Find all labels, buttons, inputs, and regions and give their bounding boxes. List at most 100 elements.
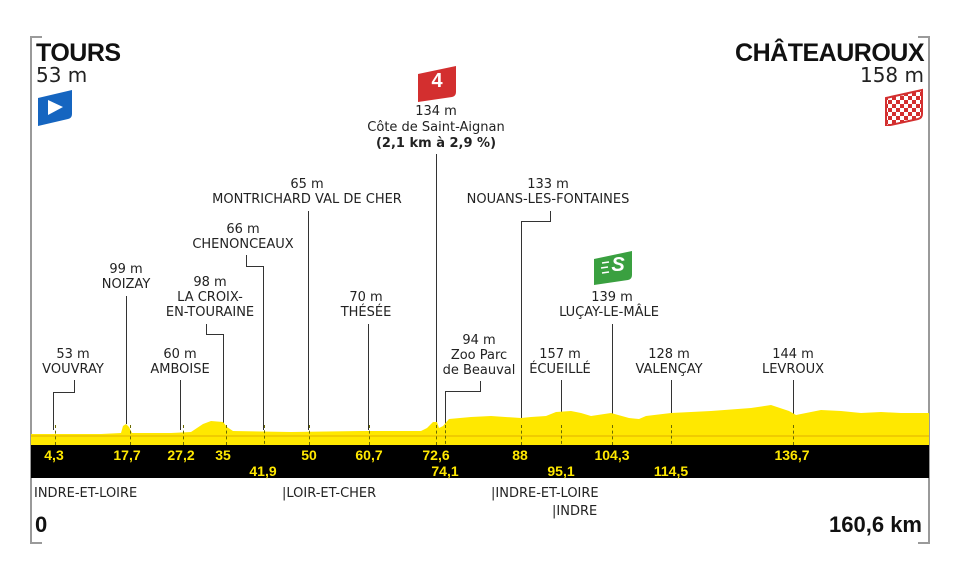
waypoint-name: LEVROUX (761, 362, 825, 377)
waypoint-name: ÉCUEILLÉ (529, 362, 591, 377)
waypoint-altitude: 66 m (226, 222, 260, 237)
waypoint-name: VOUVRAY (42, 362, 104, 377)
waypoint-name: LA CROIX- (177, 290, 243, 305)
frame-bottom-right (918, 542, 930, 544)
km-marker (55, 425, 56, 445)
climb-detail: (2,1 km à 2,9 %) (375, 136, 497, 151)
leader-line (53, 392, 75, 393)
leader-line (368, 324, 369, 430)
leader-line (445, 391, 481, 392)
km-label: 136,7 (774, 447, 810, 463)
leader-line (480, 381, 481, 392)
km-label: 95,1 (547, 463, 575, 479)
leader-line (550, 211, 551, 221)
waypoint-name: LUÇAY-LE-MÂLE (559, 305, 659, 320)
km-label: 104,3 (594, 447, 630, 463)
leader-line (180, 380, 181, 430)
leader-line (246, 266, 263, 267)
waypoint-name: AMBOISE (150, 362, 210, 377)
waypoint-altitude: 128 m (648, 347, 690, 362)
climb-leader-line (436, 154, 437, 422)
leader-line (206, 324, 207, 334)
waypoint-name: THÉSÉE (340, 305, 392, 320)
waypoint-name: NOIZAY (101, 277, 151, 292)
km-label: 72,6 (422, 447, 450, 463)
waypoint-name: VALENÇAY (635, 362, 703, 377)
distance-band (31, 445, 929, 478)
leader-line (263, 266, 264, 430)
frame-right (928, 36, 930, 544)
km-marker (369, 425, 370, 445)
climb-altitude: 134 m (415, 104, 457, 119)
leader-line (308, 211, 309, 430)
waypoint-name: NOUANS-LES-FONTAINES (466, 192, 630, 207)
km-label: 35 (215, 447, 231, 463)
km-label: 17,7 (113, 447, 141, 463)
leader-line (206, 334, 224, 335)
km-label: 88 (512, 447, 528, 463)
sprint-symbol: S (611, 254, 625, 276)
waypoint-name: MONTRICHARD VAL DE CHER (212, 192, 402, 207)
leader-line (561, 380, 562, 420)
frame-bottom-left (30, 542, 42, 544)
department-label: |INDRE (552, 504, 598, 519)
climb-category-number: 4 (431, 70, 443, 92)
waypoint-altitude: 94 m (462, 333, 496, 348)
finish-altitude: 158 m (859, 63, 924, 87)
km-marker (309, 425, 310, 445)
leader-line (671, 380, 672, 422)
leader-line (53, 392, 54, 430)
start-flag-icon (36, 88, 74, 126)
km-marker (436, 425, 437, 445)
sprint-icon: S (592, 249, 634, 285)
waypoint-altitude: 139 m (591, 290, 633, 305)
climb-category-icon: 4 (416, 64, 458, 102)
total-distance: 160,6 km (829, 512, 922, 537)
km-label: 60,7 (355, 447, 383, 463)
waypoint-altitude: 53 m (56, 347, 90, 362)
km-marker (183, 425, 184, 445)
waypoint-altitude: 60 m (163, 347, 197, 362)
leader-line (126, 296, 127, 424)
km-marker (226, 425, 227, 445)
km-marker (521, 425, 522, 445)
waypoint-altitude: 133 m (527, 177, 569, 192)
department-label: |INDRE-ET-LOIRE (491, 486, 599, 501)
finish-checkered-flag-icon (884, 88, 924, 128)
waypoint-name-line2: EN-TOURAINE (165, 305, 255, 320)
frame-left (30, 36, 32, 544)
leader-line (521, 221, 551, 222)
waypoint-altitude: 99 m (109, 262, 143, 277)
elevation-profile (31, 405, 929, 446)
leader-line (74, 380, 75, 393)
start-altitude: 53 m (36, 63, 88, 87)
start-city: TOURS (36, 39, 121, 67)
leader-line (246, 255, 247, 267)
waypoint-altitude: 144 m (772, 347, 814, 362)
waypoint-altitude: 98 m (193, 275, 227, 290)
km-marker (612, 425, 613, 445)
leader-line (223, 334, 224, 424)
leader-line (445, 391, 446, 424)
leader-line (793, 380, 794, 422)
waypoint-altitude: 157 m (539, 347, 581, 362)
department-label: INDRE-ET-LOIRE (34, 486, 138, 501)
start-distance: 0 (35, 512, 48, 537)
km-label: 4,3 (44, 447, 64, 463)
leader-line (521, 221, 522, 422)
waypoint-name: Zoo Parc (450, 348, 508, 363)
km-label: 74,1 (431, 463, 459, 479)
leader-line (612, 324, 613, 420)
km-marker (130, 425, 131, 445)
km-label: 50 (301, 447, 317, 463)
waypoint-altitude: 65 m (290, 177, 324, 192)
department-label: |LOIR-ET-CHER (282, 486, 377, 501)
waypoint-name: CHENONCEAUX (192, 237, 294, 252)
km-label: 114,5 (653, 463, 689, 479)
km-label: 41,9 (249, 463, 277, 479)
waypoint-altitude: 70 m (349, 290, 383, 305)
finish-city: CHÂTEAUROUX (735, 39, 924, 67)
frame-top-right (918, 36, 930, 38)
waypoint-name-line2: de Beauval (442, 363, 516, 378)
km-label: 27,2 (167, 447, 195, 463)
